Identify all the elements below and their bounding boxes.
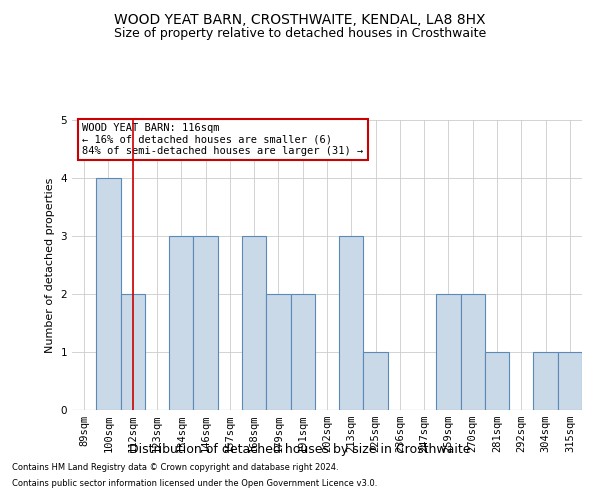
- Bar: [266, 294, 290, 410]
- Y-axis label: Number of detached properties: Number of detached properties: [45, 178, 55, 352]
- Text: Contains HM Land Registry data © Crown copyright and database right 2024.: Contains HM Land Registry data © Crown c…: [12, 464, 338, 472]
- Bar: [290, 294, 315, 410]
- Bar: [558, 352, 582, 410]
- Bar: [339, 236, 364, 410]
- Bar: [485, 352, 509, 410]
- Bar: [364, 352, 388, 410]
- Text: WOOD YEAT BARN: 116sqm
← 16% of detached houses are smaller (6)
84% of semi-deta: WOOD YEAT BARN: 116sqm ← 16% of detached…: [82, 123, 364, 156]
- Bar: [436, 294, 461, 410]
- Bar: [461, 294, 485, 410]
- Bar: [533, 352, 558, 410]
- Text: Distribution of detached houses by size in Crosthwaite: Distribution of detached houses by size …: [129, 442, 471, 456]
- Text: Contains public sector information licensed under the Open Government Licence v3: Contains public sector information licen…: [12, 478, 377, 488]
- Bar: [121, 294, 145, 410]
- Bar: [242, 236, 266, 410]
- Text: WOOD YEAT BARN, CROSTHWAITE, KENDAL, LA8 8HX: WOOD YEAT BARN, CROSTHWAITE, KENDAL, LA8…: [114, 12, 486, 26]
- Bar: [169, 236, 193, 410]
- Bar: [96, 178, 121, 410]
- Text: Size of property relative to detached houses in Crosthwaite: Size of property relative to detached ho…: [114, 28, 486, 40]
- Bar: [193, 236, 218, 410]
